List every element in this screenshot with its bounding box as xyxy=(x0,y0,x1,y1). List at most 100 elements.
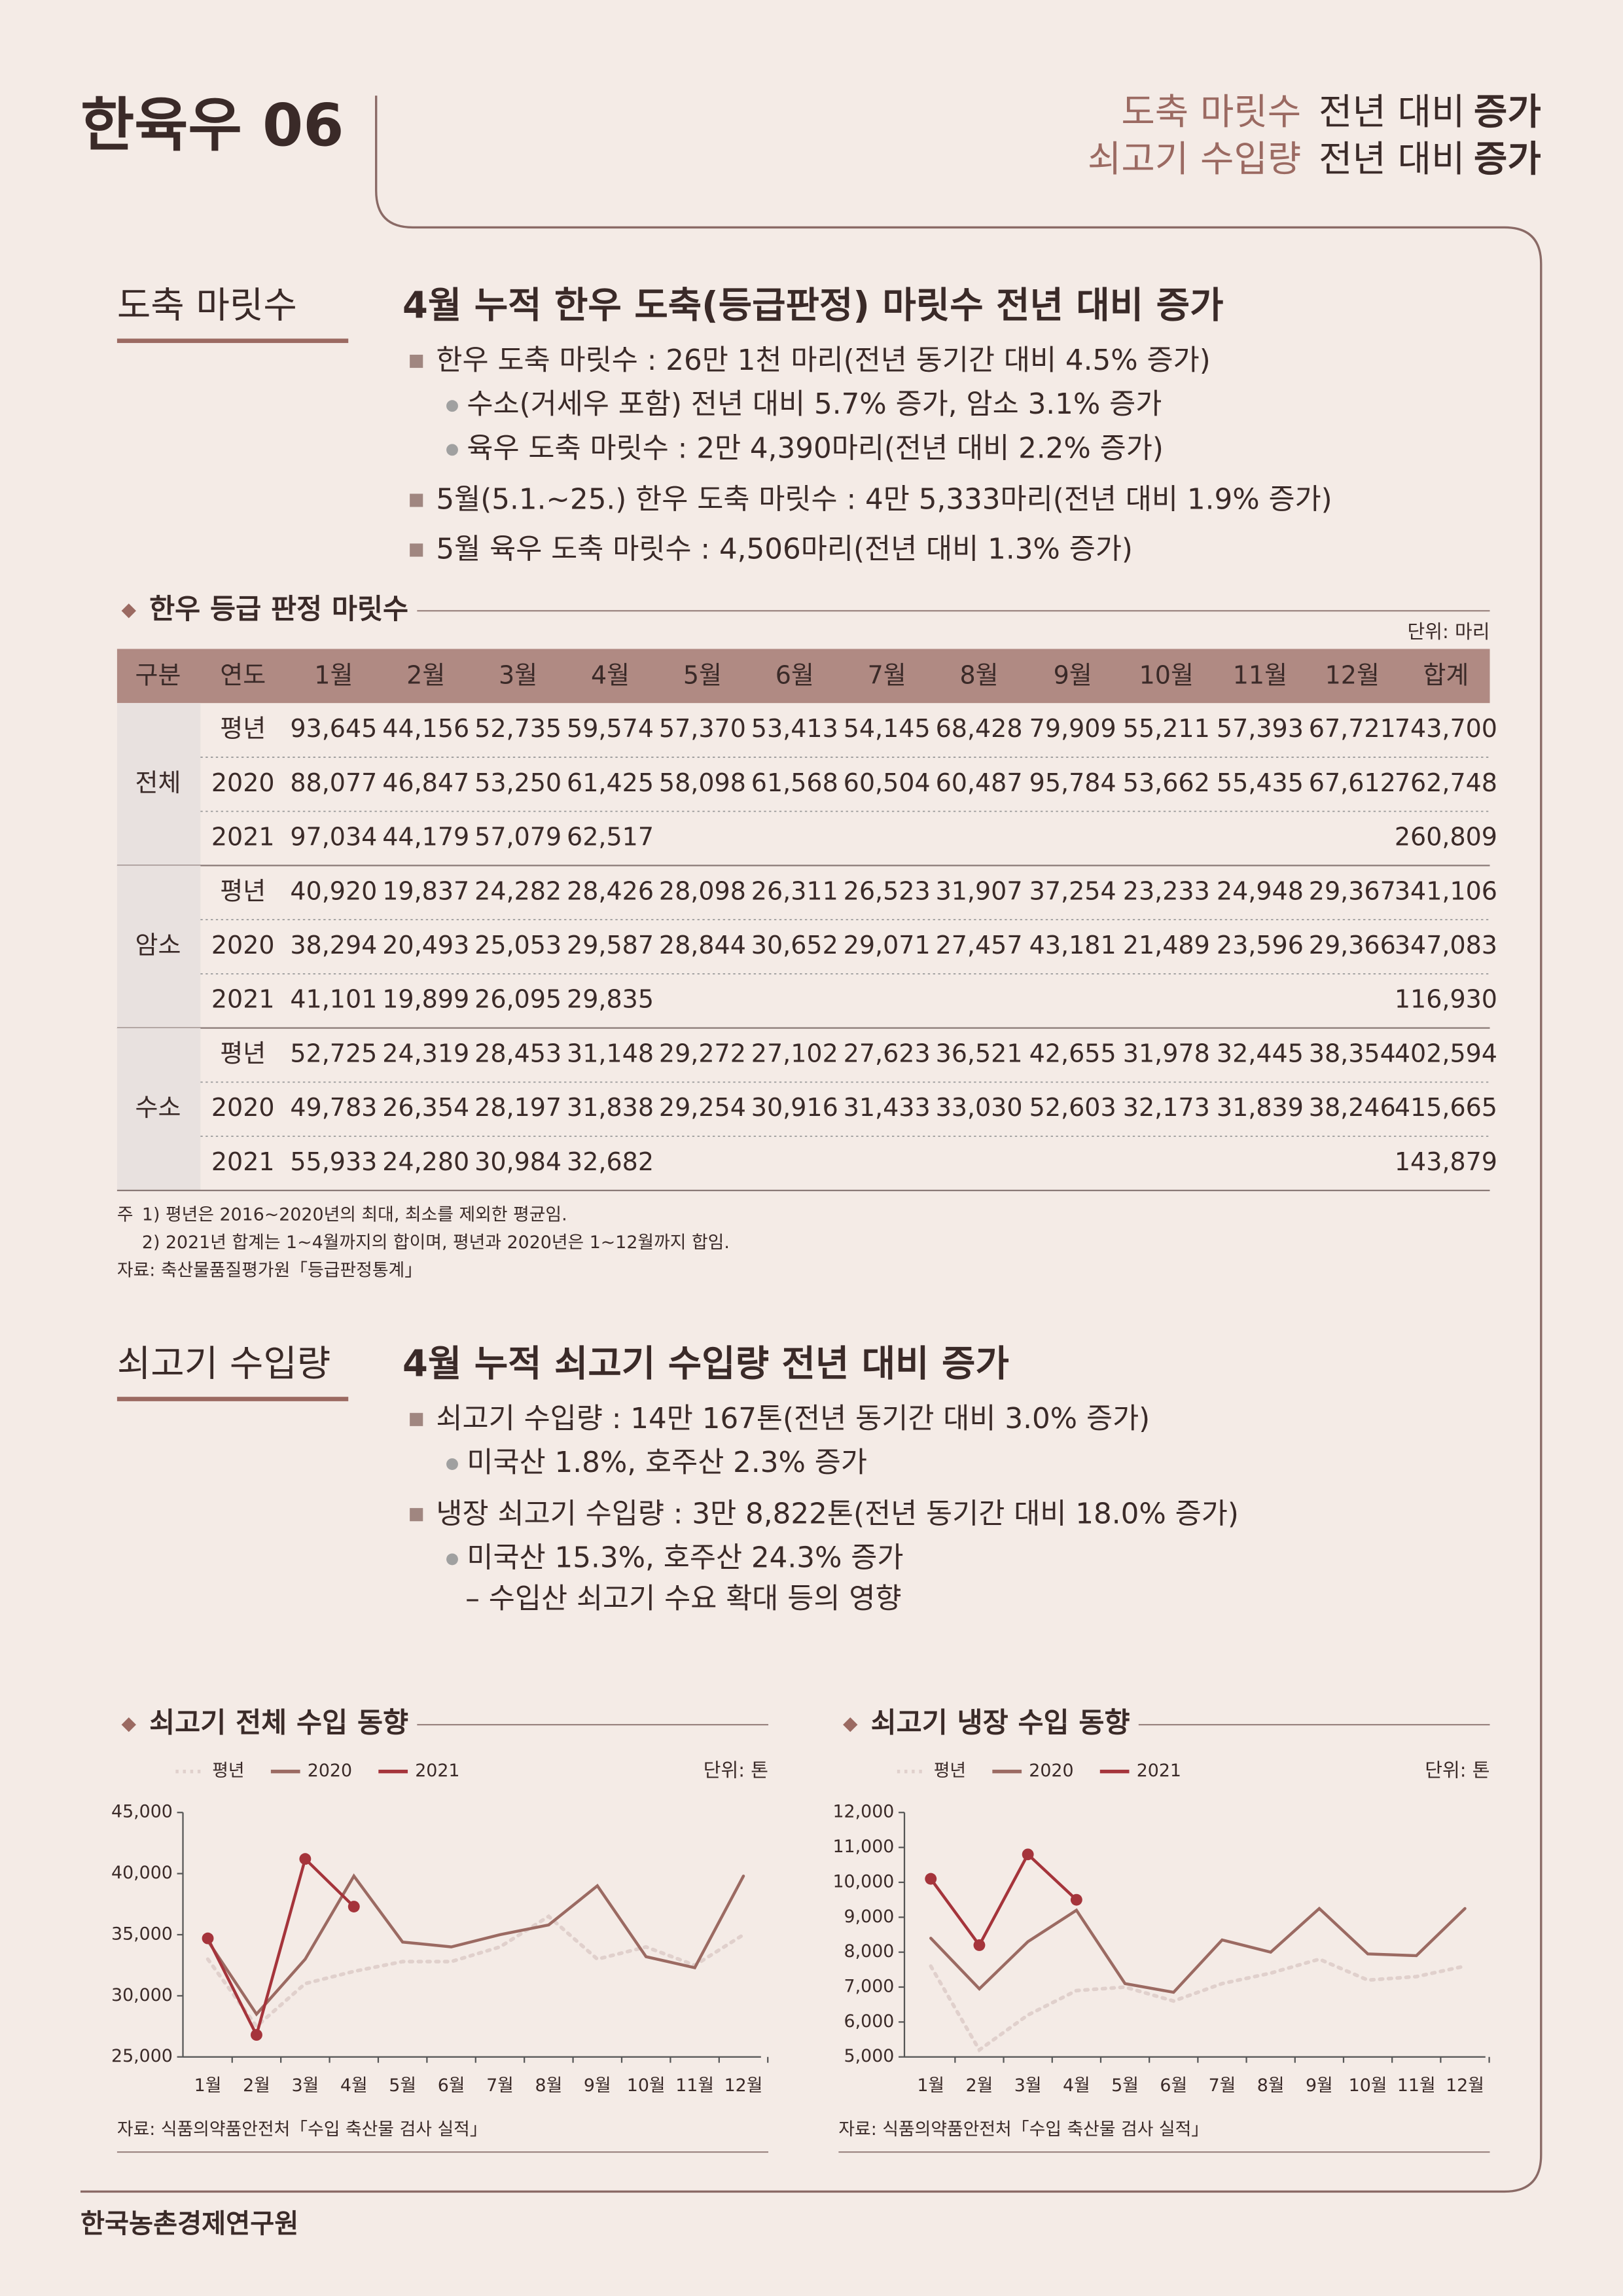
year-cell: 2021 xyxy=(211,823,275,852)
table-header-cell: 11월 xyxy=(1233,660,1287,689)
y-tick-label: 6,000 xyxy=(844,2011,895,2032)
table-header-cell: 구분 xyxy=(135,660,181,689)
series-marker xyxy=(251,2029,262,2041)
sub-bullet-text: 미국산 1.8%, 호주산 2.3% 증가 xyxy=(467,1446,867,1479)
group-name: 전체 xyxy=(135,768,181,797)
value-cell: 88,077 xyxy=(290,768,377,797)
value-cell: 67,612 xyxy=(1309,768,1396,797)
value-cell: 29,254 xyxy=(659,1093,746,1122)
value-cell: 31,433 xyxy=(844,1093,931,1122)
value-cell: 37,254 xyxy=(1029,876,1116,905)
table-header-cell: 3월 xyxy=(499,660,537,689)
x-tick-label: 4월 xyxy=(1063,2075,1090,2096)
value-cell: 31,978 xyxy=(1123,1039,1210,1067)
total-cell: 743,700 xyxy=(1395,714,1497,743)
value-cell: 31,907 xyxy=(936,876,1023,905)
y-tick-label: 11,000 xyxy=(832,1837,894,1857)
value-cell: 31,839 xyxy=(1217,1093,1304,1122)
y-tick-label: 12,000 xyxy=(832,1802,894,1822)
section-headline: 4월 누적 쇠고기 수입량 전년 대비 증가 xyxy=(402,1342,1009,1385)
bullet-text: 5월 육우 도축 마릿수 : 4,506마리(전년 대비 1.3% 증가) xyxy=(436,533,1133,566)
x-tick-label: 6월 xyxy=(1160,2075,1187,2096)
y-tick-label: 30,000 xyxy=(111,1985,173,2005)
x-tick-label: 5월 xyxy=(1111,2075,1139,2096)
value-cell: 19,837 xyxy=(382,876,469,905)
year-cell: 2020 xyxy=(211,931,275,960)
table-header-cell: 4월 xyxy=(591,660,630,689)
series-line xyxy=(929,1957,1467,2053)
subheading: 한우 등급 판정 마릿수 xyxy=(149,594,408,626)
x-tick-label: 11월 xyxy=(1397,2075,1436,2096)
y-tick-label: 7,000 xyxy=(844,1977,895,1997)
bullet-dot xyxy=(446,1553,458,1566)
value-cell: 29,272 xyxy=(659,1039,746,1067)
value-cell: 55,435 xyxy=(1217,768,1304,797)
value-cell: 19,899 xyxy=(382,985,469,1014)
year-cell: 평년 xyxy=(220,1039,266,1067)
header-segment: 전년 대비 xyxy=(1319,138,1465,181)
value-cell: 30,652 xyxy=(751,931,838,960)
series-marker xyxy=(1022,1848,1034,1861)
total-cell: 341,106 xyxy=(1395,876,1497,905)
value-cell: 24,948 xyxy=(1217,876,1304,905)
page-title: 한육우 06 xyxy=(80,92,344,160)
x-tick-label: 12월 xyxy=(1446,2075,1484,2096)
value-cell: 58,098 xyxy=(659,768,746,797)
value-cell: 29,071 xyxy=(844,931,931,960)
x-tick-label: 5월 xyxy=(389,2075,416,2096)
header-segment: 증가 xyxy=(1474,91,1541,134)
value-cell: 27,102 xyxy=(751,1039,838,1067)
value-cell: 29,366 xyxy=(1309,931,1396,960)
value-cell: 27,457 xyxy=(936,931,1023,960)
year-cell: 2020 xyxy=(211,768,275,797)
chart-source: 자료: 식품의약품안전처「수입 축산물 검사 실적」 xyxy=(838,2119,1209,2140)
y-tick-label: 25,000 xyxy=(111,2046,173,2066)
value-cell: 57,079 xyxy=(474,823,562,852)
value-cell: 28,197 xyxy=(474,1093,562,1122)
bullet-square xyxy=(410,1508,423,1522)
value-cell: 44,179 xyxy=(382,823,469,852)
group-name: 암소 xyxy=(135,931,181,960)
x-tick-label: 12월 xyxy=(724,2075,763,2096)
value-cell: 29,835 xyxy=(567,985,654,1014)
dash-text: – 수입산 쇠고기 수요 확대 등의 영향 xyxy=(465,1583,901,1615)
value-cell: 23,596 xyxy=(1217,931,1304,960)
chart-unit: 단위: 톤 xyxy=(704,1759,768,1782)
header-segment: 쇠고기 수입량 xyxy=(1088,138,1301,181)
x-tick-label: 2월 xyxy=(966,2075,993,2096)
value-cell: 43,181 xyxy=(1029,931,1116,960)
diamond xyxy=(121,1717,136,1732)
header-line: 쇠고기 수입량 전년 대비 증가 xyxy=(1088,138,1541,181)
y-tick-label: 35,000 xyxy=(111,1924,173,1944)
value-cell: 33,030 xyxy=(936,1093,1023,1122)
total-cell: 116,930 xyxy=(1395,985,1497,1014)
series-marker xyxy=(973,1939,986,1951)
chart-unit: 단위: 톤 xyxy=(1425,1759,1489,1782)
section-label: 도축 마릿수 xyxy=(117,285,297,327)
subheading: 쇠고기 냉장 수입 동향 xyxy=(871,1708,1130,1740)
value-cell: 28,844 xyxy=(659,931,746,960)
series-line xyxy=(929,1852,1079,1948)
value-cell: 49,783 xyxy=(290,1093,377,1122)
value-cell: 40,920 xyxy=(290,876,377,905)
value-cell: 61,568 xyxy=(751,768,838,797)
value-cell: 31,838 xyxy=(567,1093,654,1122)
value-cell: 25,053 xyxy=(474,931,562,960)
x-tick-label: 6월 xyxy=(438,2075,465,2096)
x-tick-label: 7월 xyxy=(486,2075,514,2096)
series-marker xyxy=(299,1853,312,1865)
value-cell: 55,933 xyxy=(290,1147,377,1176)
value-cell: 52,735 xyxy=(474,714,562,743)
table-header-cell: 8월 xyxy=(959,660,998,689)
value-cell: 29,587 xyxy=(567,931,654,960)
value-cell: 52,603 xyxy=(1029,1093,1116,1122)
series-marker xyxy=(1070,1893,1082,1906)
value-cell: 46,847 xyxy=(382,768,469,797)
x-tick-label: 1월 xyxy=(194,2075,222,2096)
header-line: 도축 마릿수 전년 대비 증가 xyxy=(1121,91,1541,134)
bullet-text: 5월(5.1.~25.) 한우 도축 마릿수 : 4만 5,333마리(전년 대… xyxy=(436,484,1332,516)
value-cell: 59,574 xyxy=(567,714,654,743)
value-cell: 29,367 xyxy=(1309,876,1396,905)
series-line xyxy=(205,1914,745,2030)
